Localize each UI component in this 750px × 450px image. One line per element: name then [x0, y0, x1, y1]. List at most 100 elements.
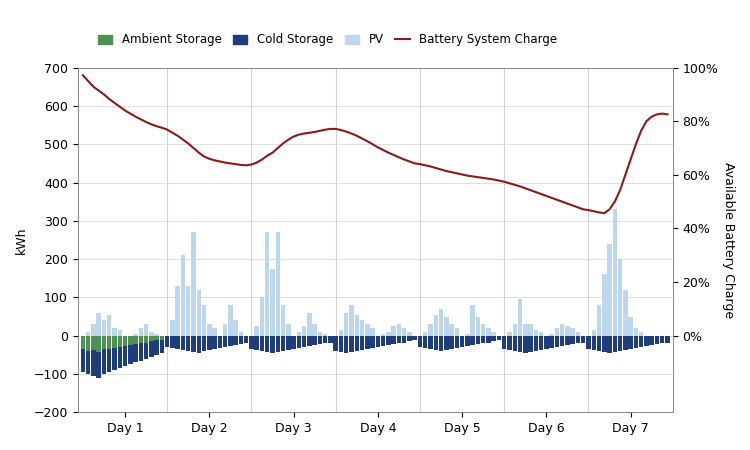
Bar [476, 336, 480, 344]
Bar [370, 328, 375, 336]
Bar [449, 324, 454, 336]
Bar [107, 336, 112, 372]
Bar [650, 336, 654, 345]
Bar [502, 336, 506, 349]
Bar [623, 336, 628, 350]
Bar [339, 330, 344, 336]
Bar [97, 336, 101, 378]
Bar [449, 336, 454, 349]
Bar [381, 336, 386, 346]
Bar [602, 274, 607, 336]
Bar [92, 324, 96, 336]
Bar [355, 315, 359, 336]
Bar [275, 232, 280, 336]
Bar [518, 336, 522, 352]
Bar [328, 336, 333, 342]
Bar [118, 330, 122, 336]
Bar [476, 316, 480, 336]
Bar [533, 336, 538, 351]
Bar [144, 324, 148, 336]
Bar [270, 269, 274, 336]
Bar [134, 336, 138, 344]
Bar [439, 336, 443, 351]
Bar [566, 336, 570, 345]
Bar [339, 336, 344, 352]
Bar [165, 336, 170, 347]
Bar [313, 324, 316, 336]
Battery System Charge [663, 112, 672, 117]
Bar [608, 244, 612, 336]
Bar [634, 328, 638, 336]
Bar [191, 336, 196, 352]
Bar [576, 336, 580, 343]
Bar [428, 336, 433, 349]
Bar [149, 332, 154, 336]
Bar [170, 320, 175, 336]
Bar [228, 305, 232, 336]
Bar [318, 332, 322, 336]
Bar [512, 336, 517, 351]
Bar [112, 336, 117, 348]
Bar [555, 336, 559, 347]
Bar [628, 316, 633, 336]
Bar [386, 336, 391, 345]
Bar [196, 290, 201, 336]
Bar [365, 336, 370, 349]
Bar [134, 334, 138, 336]
Bar [507, 332, 512, 336]
Bar [207, 324, 212, 336]
Bar [491, 332, 496, 336]
Bar [212, 328, 217, 336]
Bar [350, 336, 354, 352]
Bar [244, 336, 248, 343]
Bar [102, 320, 106, 336]
Bar [102, 336, 106, 374]
Bar [454, 336, 459, 348]
Bar [597, 305, 602, 336]
Bar [176, 336, 180, 349]
Bar [118, 336, 122, 347]
Bar [265, 336, 269, 352]
Bar [618, 336, 622, 351]
Bar [260, 336, 264, 351]
Bar [433, 315, 438, 336]
Bar [486, 328, 490, 336]
Bar [586, 336, 591, 349]
Bar [118, 336, 122, 368]
Bar [386, 332, 391, 336]
Bar [123, 336, 128, 366]
Bar [560, 336, 565, 346]
Bar [444, 336, 448, 350]
Bar [528, 324, 532, 336]
Bar [176, 286, 180, 336]
Bar [392, 326, 396, 336]
Bar [602, 336, 607, 352]
Bar [397, 336, 401, 343]
Bar [81, 336, 86, 349]
Bar [655, 336, 659, 344]
Bar [102, 336, 106, 350]
Bar [223, 324, 227, 336]
Bar [139, 336, 143, 343]
Bar [249, 336, 254, 349]
Bar [549, 336, 554, 348]
Bar [571, 336, 575, 344]
Bar [507, 336, 512, 350]
Bar [154, 336, 159, 340]
Bar [212, 336, 217, 349]
Bar [344, 336, 349, 353]
Bar [454, 328, 459, 336]
Bar [302, 326, 306, 336]
Bar [128, 336, 133, 364]
Bar [254, 336, 259, 350]
Bar [280, 305, 285, 336]
Bar [275, 336, 280, 352]
Bar [486, 336, 490, 342]
Bar [538, 336, 543, 350]
Bar [207, 336, 212, 350]
Bar [291, 336, 296, 349]
Bar [92, 336, 96, 376]
Bar [581, 336, 586, 342]
Battery System Charge [284, 137, 292, 142]
Bar [313, 336, 316, 345]
